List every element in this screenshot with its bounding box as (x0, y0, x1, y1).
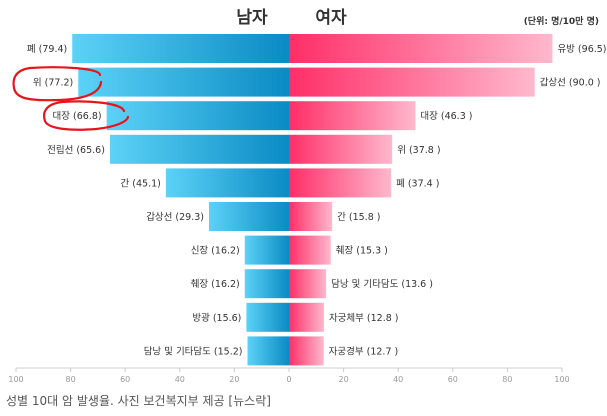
label-male-8: 방광 (15.6) (192, 312, 241, 324)
x-tick-label-7: 40 (393, 375, 403, 383)
bar-male-6 (244, 235, 289, 265)
chart-area: 100 80 60 40 20 0 20 40 60 80 100 폐 (79.4) 위 (77.2)… (8, 8, 606, 383)
x-tick-label-6: 20 (339, 375, 349, 383)
header-male: 남자 (236, 8, 268, 28)
label-female-6: 췌장 (15.3 ) (336, 246, 388, 257)
bar-male-5 (209, 202, 289, 231)
label-male-0: 폐 (79.4) (27, 43, 67, 55)
x-tick-label-10: 100 (554, 375, 569, 383)
bar-male-7 (244, 269, 289, 299)
label-female-1: 갑상선 (90.0 ) (540, 77, 601, 89)
x-tick-label-5: 0 (286, 375, 291, 383)
pyramid-bar-chart: 100 80 60 40 20 0 20 40 60 80 100 폐 (79.4) 위 (77.2)… (8, 8, 606, 383)
x-tick-label-4: 20 (229, 375, 239, 383)
label-male-2: 대장 (66.8) (53, 111, 102, 122)
header-female: 여자 (315, 8, 347, 28)
bar-female-4 (289, 168, 392, 198)
unit-label: (단위: 명/10만 명) (524, 15, 599, 27)
bar-female-7 (289, 269, 327, 299)
bar-male-8 (246, 302, 289, 332)
label-male-3: 전립선 (65.6) (47, 144, 105, 156)
bar-male-9 (247, 336, 289, 366)
highlight-circle-colon (43, 100, 130, 131)
bar-male-4 (165, 168, 289, 198)
bar-female-3 (289, 134, 393, 164)
label-female-2: 대장 (46.3 ) (420, 111, 472, 122)
bar-female-5 (289, 202, 333, 231)
label-female-5: 간 (15.8 ) (337, 212, 380, 223)
label-female-9: 자궁경부 (12.7 ) (329, 345, 399, 357)
label-male-4: 간 (45.1) (121, 178, 161, 189)
label-male-5: 갑상선 (29.3) (146, 211, 204, 223)
x-tick-label-1: 80 (66, 375, 76, 383)
bar-female-1 (289, 67, 535, 97)
bar-female-2 (289, 101, 416, 131)
bar-male-0 (72, 34, 289, 63)
x-tick-label-9: 80 (502, 375, 512, 383)
figure-caption: 성별 10대 암 발생율. 사진 보건복지부 제공 [뉴스락] (6, 394, 271, 408)
x-tick-label-3: 40 (175, 375, 185, 383)
label-female-8: 자궁체부 (12.8 ) (329, 313, 399, 324)
x-tick-label-8: 60 (448, 375, 458, 383)
bar-female-0 (289, 34, 553, 63)
bar-male-2 (106, 101, 289, 131)
label-male-9: 담낭 및 기타담도 (15.2) (144, 345, 243, 357)
label-male-7: 췌장 (16.2) (191, 279, 240, 290)
highlight-circle-stomach (12, 66, 103, 102)
bar-female-6 (289, 235, 331, 265)
bar-male-1 (78, 67, 289, 97)
label-male-6: 신장 (16.2) (191, 246, 240, 257)
x-tick-label-2: 60 (120, 375, 130, 383)
label-female-4: 폐 (37.4 ) (396, 177, 439, 189)
label-female-0: 유방 (96.5) (557, 44, 606, 55)
bar-female-8 (289, 302, 324, 332)
label-male-1: 위 (77.2) (33, 77, 73, 89)
bar-male-3 (109, 134, 289, 164)
x-tick-label-0: 100 (8, 375, 23, 383)
bar-female-9 (289, 336, 324, 366)
label-female-3: 위 (37.8 ) (397, 144, 440, 156)
label-female-7: 담낭 및 기타담도 (13.6 ) (331, 278, 433, 290)
